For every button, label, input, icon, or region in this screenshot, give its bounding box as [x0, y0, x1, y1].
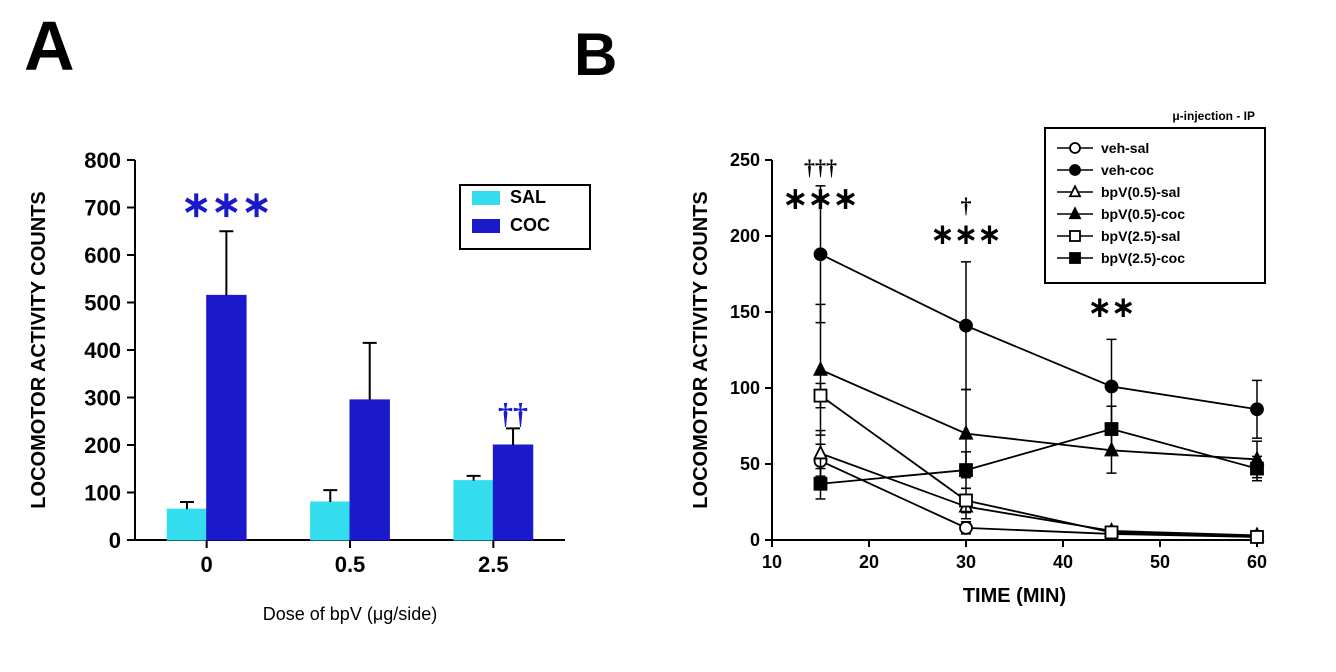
series-line	[821, 396, 1258, 537]
svg-text:100: 100	[730, 378, 760, 398]
legend-label: veh-sal	[1101, 140, 1149, 156]
svg-text:LOCOMOTOR ACTIVITY COUNTS: LOCOMOTOR ACTIVITY COUNTS	[28, 191, 50, 508]
series-line	[821, 370, 1258, 460]
svg-text:†††: †††	[804, 155, 837, 180]
legend-label: bpV(0.5)-sal	[1101, 184, 1180, 200]
svg-text:0: 0	[201, 552, 213, 577]
bar	[493, 445, 532, 540]
series-line	[821, 461, 1258, 537]
svg-text:0.5: 0.5	[335, 552, 366, 577]
svg-text:†: †	[961, 193, 972, 218]
svg-text:0: 0	[750, 530, 760, 550]
svg-text:300: 300	[84, 386, 121, 411]
svg-text:TIME (MIN): TIME (MIN)	[963, 585, 1066, 607]
legend-label: bpV(2.5)-sal	[1101, 228, 1180, 244]
svg-text:700: 700	[84, 196, 121, 221]
svg-text:600: 600	[84, 243, 121, 268]
svg-text:200: 200	[84, 433, 121, 458]
bar	[350, 400, 389, 540]
svg-text:800: 800	[84, 148, 121, 173]
bar	[454, 481, 493, 540]
bar	[311, 502, 350, 540]
svg-text:400: 400	[84, 338, 121, 363]
svg-text:60: 60	[1247, 552, 1267, 572]
legend-label: bpV(0.5)-coc	[1101, 206, 1185, 222]
legend-swatch	[472, 191, 500, 205]
bar	[207, 295, 246, 540]
svg-text:250: 250	[730, 150, 760, 170]
svg-text:200: 200	[730, 226, 760, 246]
svg-text:LOCOMOTOR ACTIVITY COUNTS: LOCOMOTOR ACTIVITY COUNTS	[690, 191, 712, 508]
legend-label: COC	[510, 215, 550, 235]
svg-text:20: 20	[859, 552, 879, 572]
svg-text:100: 100	[84, 481, 121, 506]
svg-text:μ-injection - IP: μ-injection - IP	[1172, 109, 1255, 123]
svg-text:10: 10	[762, 552, 782, 572]
panel-b-chart: 0 50 100 150 200 250 10 20 30 40 50 60 LOCOMOTOR ACT…	[650, 0, 1336, 672]
legend-label: veh-coc	[1101, 162, 1154, 178]
legend-swatch	[472, 219, 500, 233]
series-line	[821, 453, 1258, 535]
svg-text:∗∗∗: ∗∗∗	[181, 184, 272, 224]
svg-text:150: 150	[730, 302, 760, 322]
svg-text:0: 0	[109, 528, 121, 553]
svg-text:∗∗∗: ∗∗∗	[783, 183, 858, 216]
svg-text:50: 50	[740, 454, 760, 474]
panel-a-chart: 0 100 200 300 400 500 600 700 800 LOCOMOTOR ACTIV…	[0, 0, 650, 672]
svg-text:40: 40	[1053, 552, 1073, 572]
svg-text:2.5: 2.5	[478, 552, 509, 577]
svg-text:50: 50	[1150, 552, 1170, 572]
legend-label: SAL	[510, 187, 546, 207]
series-line	[821, 429, 1258, 484]
svg-text:500: 500	[84, 291, 121, 316]
svg-text:Dose of bpV (μg/side): Dose of bpV (μg/side)	[263, 604, 437, 624]
svg-text:∗∗∗: ∗∗∗	[931, 220, 1001, 251]
svg-text:††: ††	[498, 397, 528, 430]
svg-text:30: 30	[956, 552, 976, 572]
svg-text:∗∗: ∗∗	[1088, 293, 1135, 324]
bar	[167, 509, 206, 540]
legend-label: bpV(2.5)-coc	[1101, 250, 1185, 266]
